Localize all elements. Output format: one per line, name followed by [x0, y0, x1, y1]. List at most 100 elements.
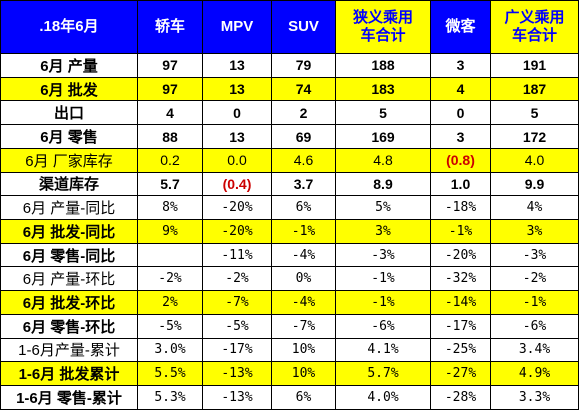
table-cell: 8.9 [335, 171, 431, 197]
header-column: 广义乘用 车合计 [490, 0, 579, 54]
table-cell: 10% [271, 337, 336, 363]
table-cell: -18% [430, 195, 491, 221]
table-cell: -1% [490, 290, 579, 315]
row-label: 1-6月 批发累计 [0, 361, 138, 387]
table-cell: 3 [430, 53, 491, 78]
table-row: 6月 批发 97 13 74 183 4 187 [0, 76, 579, 102]
table-row: 1-6月 零售-累计 5.3% -13% 6% 4.0% -28% 3.3% [0, 385, 579, 410]
table-cell: -6% [490, 313, 579, 339]
table-cell: 172 [490, 124, 579, 149]
table-cell: (0.8) [430, 147, 491, 173]
row-label: 6月 产量-同比 [0, 195, 138, 221]
table-cell: 5 [335, 100, 431, 126]
table-cell: 4.0 [490, 147, 579, 173]
table-cell: 191 [490, 53, 579, 78]
table-cell: 0.2 [137, 147, 203, 173]
table-cell: 4.0% [335, 385, 431, 410]
table-cell: -1% [271, 219, 336, 244]
table-row: 1-6月 批发累计 5.5% -13% 10% 5.7% -27% 4.9% [0, 361, 579, 387]
table-cell: 74 [271, 76, 336, 102]
table-cell: -1% [335, 266, 431, 292]
table-cell: 69 [271, 124, 336, 149]
table-cell: -4% [271, 290, 336, 315]
table-cell: 0% [271, 266, 336, 292]
row-label: 6月 零售 [0, 124, 138, 149]
row-label: 6月 厂家库存 [0, 147, 138, 173]
table-cell: -5% [202, 313, 272, 339]
row-label: 6月 批发 [0, 76, 138, 102]
table-cell: -32% [430, 266, 491, 292]
table-row: 6月 零售 88 13 69 169 3 172 [0, 124, 579, 149]
table-cell: 97 [137, 76, 203, 102]
table-cell: -28% [430, 385, 491, 410]
table-cell: 169 [335, 124, 431, 149]
table-cell: -11% [202, 242, 272, 268]
table-cell: -2% [137, 266, 203, 292]
row-label: 渠道库存 [0, 171, 138, 197]
table-cell: 4.8 [335, 147, 431, 173]
table-cell: 9.9 [490, 171, 579, 197]
row-label: 1-6月产量-累计 [0, 337, 138, 363]
row-label: 6月 产量 [0, 53, 138, 78]
table-cell: 88 [137, 124, 203, 149]
table-cell: 2 [271, 100, 336, 126]
table-cell: -25% [430, 337, 491, 363]
table-row: 渠道库存 5.7 (0.4) 3.7 8.9 1.0 9.9 [0, 171, 579, 197]
header-period: .18年6月 [0, 0, 138, 54]
table-cell: -5% [137, 313, 203, 339]
table-row: 6月 厂家库存 0.2 0.0 4.6 4.8 (0.8) 4.0 [0, 147, 579, 173]
table-cell: 5 [490, 100, 579, 126]
header-column: 微客 [430, 0, 491, 54]
table-cell: 3% [490, 219, 579, 244]
table-cell: 5.7% [335, 361, 431, 387]
header-row: .18年6月 轿车 MPV SUV 狭义乘用 车合计 微客 广义乘用 车合计 [0, 0, 579, 54]
table-cell: 3% [335, 219, 431, 244]
table-cell: 4% [490, 195, 579, 221]
row-label: 6月 产量-环比 [0, 266, 138, 292]
table-cell: 1.0 [430, 171, 491, 197]
table-cell: -2% [490, 266, 579, 292]
table-cell: 4 [430, 76, 491, 102]
table-cell: -1% [430, 219, 491, 244]
table-cell: 8% [137, 195, 203, 221]
table-cell: -2% [202, 266, 272, 292]
table-cell: 3 [430, 124, 491, 149]
table-cell: 97 [137, 53, 203, 78]
table-cell: 3.0% [137, 337, 203, 363]
table-cell: 6% [271, 195, 336, 221]
table-cell: -17% [430, 313, 491, 339]
table-cell: -17% [202, 337, 272, 363]
table-row: 6月 零售-环比 -5% -5% -7% -6% -17% -6% [0, 313, 579, 339]
table-cell: 4.1% [335, 337, 431, 363]
table-cell: 4 [137, 100, 203, 126]
table-cell: 5.3% [137, 385, 203, 410]
table-cell: -27% [430, 361, 491, 387]
table-cell: 3.3% [490, 385, 579, 410]
row-label: 6月 批发-同比 [0, 219, 138, 244]
header-column: MPV [202, 0, 272, 54]
table-cell [137, 242, 203, 268]
table-row: 6月 产量-同比 8% -20% 6% 5% -18% 4% [0, 195, 579, 221]
table-cell: 4.6 [271, 147, 336, 173]
row-label: 1-6月 零售-累计 [0, 385, 138, 410]
table-row: 6月 零售-同比 -11% -4% -3% -20% -3% [0, 242, 579, 268]
table-cell: 3.4% [490, 337, 579, 363]
table-row: 6月 批发-同比 9% -20% -1% 3% -1% 3% [0, 219, 579, 244]
table-cell: -7% [202, 290, 272, 315]
row-label: 6月 零售-同比 [0, 242, 138, 268]
table-cell: 187 [490, 76, 579, 102]
table-cell: 79 [271, 53, 336, 78]
table-cell: 5.7 [137, 171, 203, 197]
table-cell: -20% [202, 195, 272, 221]
table-cell: -1% [335, 290, 431, 315]
table-cell: 6% [271, 385, 336, 410]
table-cell: 4.9% [490, 361, 579, 387]
table-cell: 0 [202, 100, 272, 126]
table-cell: -13% [202, 361, 272, 387]
row-label: 出口 [0, 100, 138, 126]
header-column: SUV [271, 0, 336, 54]
table-cell: -20% [430, 242, 491, 268]
table-cell: (0.4) [202, 171, 272, 197]
table-cell: 0 [430, 100, 491, 126]
